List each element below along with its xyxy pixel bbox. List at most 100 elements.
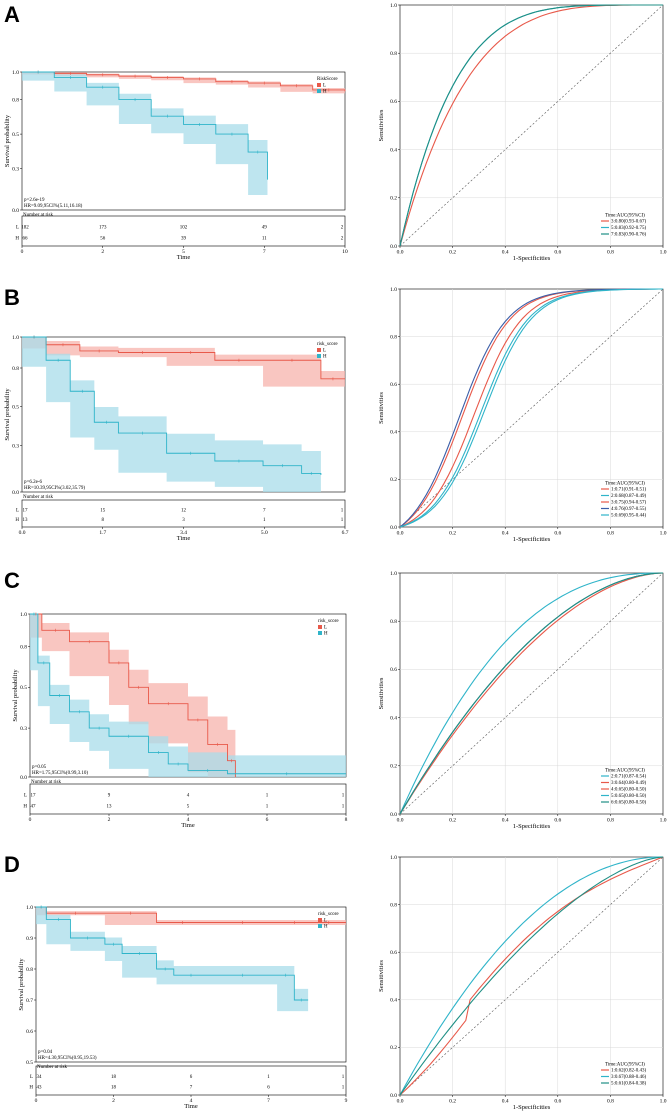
km-legend-title: risk_score [318,912,339,917]
panel-letter: B [4,285,20,310]
roc-xtick-label: 0.0 [397,818,404,824]
km-xtick-label: 2 [101,249,104,255]
roc-curve-2 [399,572,664,815]
risk-count-high: 1 [342,1086,345,1091]
roc-ytick-label: 0.6 [390,382,397,388]
panel-a: A 0.0 0.3 0.5 0.8 1.0 Survival probability Risk… [4,2,667,262]
risk-table: Number at risk LH 17 15 12 7 1 13 8 3 1 1 0.0 1.7 3.4 5… [15,495,348,542]
roc-xtick-label: 1.0 [660,531,667,537]
roc-ytick-label: 0.0 [390,525,397,531]
km-ytick-label: 0.8 [26,967,33,973]
roc-ytick-label: 1.0 [390,3,397,9]
km-frame [21,71,346,211]
risk-count-high: 1 [342,804,345,809]
risk-row-label-low: L [24,793,27,798]
roc-xtick-label: 0.2 [449,1099,456,1105]
panel-d: D 0.5 0.6 0.7 0.8 0.9 1.0 Survival probability r… [4,852,667,1111]
km-ci-band-high [22,72,268,196]
risk-table-frame [29,783,347,815]
risk-count-high: 18 [111,1086,117,1091]
roc-ytick-label: 0.4 [390,998,397,1004]
roc-legend-label: 1:0.62(0.82-0.43) [611,1069,646,1074]
roc-xtick-label: 0.8 [607,531,614,537]
km-xtick-label: 0 [29,817,32,823]
roc-xlabel: 1-Specificities [513,1104,551,1111]
risk-count-high: 1 [341,518,344,523]
km-legend-title: RiskScore [317,77,338,82]
roc-legend-title: Time:AUC(95%CI) [605,1063,645,1068]
risk-count-high: 43 [37,1086,43,1091]
km-legend-label: H [324,925,328,930]
km-legend-swatch-l [318,918,322,922]
roc-curve-5 [399,288,663,528]
roc-legend-label: 4:0.76(0.97-0.55) [611,507,646,512]
km-legend-swatch-h [317,89,321,93]
roc-diagonal [399,4,664,247]
km-line-low [30,613,236,777]
roc-xtick-label: 0.4 [502,1099,509,1105]
risk-count-low: 6 [190,1075,193,1080]
km-legend-swatch-h [318,924,322,928]
roc-ylabel: Sensitivities [378,392,385,424]
roc-xtick-label: 0.0 [397,531,404,537]
km-legend-label: L [324,919,327,924]
risk-table: Number at risk L H 34 18 6 1 1 43 18 7 6 1 0 2 4 7 9 Time [29,1065,347,1110]
roc-curve-3 [399,4,663,247]
km-xtick-label: 5 [182,249,185,255]
km-xtick-label: 9 [345,1098,348,1104]
risk-count-low: 1 [266,793,269,798]
km-legend-swatch-h [318,631,322,635]
km-xlabel: Time [177,535,191,542]
roc-xlabel: 1-Specificities [513,255,551,262]
km-xtick-label: 7 [263,249,266,255]
km-pvalue: p=0.04 [38,1050,53,1055]
km-hazard-ratio: HR=1.75,95CI%(0.99,3.10) [32,771,88,776]
roc-xtick-label: 0.8 [607,818,614,824]
km-legend-title: risk_score [317,342,338,347]
km-ytick-label: 0.8 [12,366,19,372]
km-legend-swatch-l [318,625,322,629]
panel-letter: A [4,2,20,27]
km-ylabel: Survival probability [4,388,11,441]
km-pvalue: p=6.2e-6 [24,480,42,485]
risk-row-label-low: L [16,225,19,230]
km-legend-label: H [323,90,327,95]
km-ci-band-low [22,337,345,387]
km-plot: 0.0 0.3 0.5 0.8 1.0 Survival probability risk_… [4,335,349,542]
roc-xtick-label: 0.6 [554,1099,561,1105]
km-ylabel: Survival probability [4,114,11,167]
roc-ylabel: Sensitivities [378,677,385,709]
roc-ytick-label: 1.0 [390,855,397,861]
roc-ylabel: Sensitivities [378,960,385,992]
km-ytick-label: 0.0 [20,775,27,781]
km-legend-label: H [323,355,327,360]
roc-xtick-label: 0.8 [607,1099,614,1105]
risk-count-low: 1 [342,793,345,798]
risk-count-high: 3 [182,518,185,523]
km-ytick-label: 0.7 [26,998,33,1004]
roc-legend-label: 4:0.65(0.80-0.50) [611,788,646,793]
km-legend-swatch-l [317,348,321,352]
roc-legend-label: 5:0.61(0.84-0.38) [611,1082,646,1087]
panel-letter: D [4,852,20,877]
km-line-high [22,71,268,180]
roc-ytick-label: 0.4 [390,715,397,721]
km-pvalue: p=2.6e-19 [24,198,45,203]
km-ytick-label: 1.0 [12,335,19,341]
roc-ytick-label: 0.8 [390,334,397,340]
km-ytick-label: 0.5 [26,1060,33,1066]
risk-count-low: 1 [267,1075,270,1080]
roc-ytick-label: 0.0 [390,244,397,250]
risk-count-high: 13 [23,518,29,523]
km-line-low [22,71,346,92]
risk-count-low: 7 [263,508,266,513]
roc-diagonal [399,856,664,1096]
roc-ytick-label: 1.0 [390,571,397,577]
roc-ytick-label: 0.6 [390,950,397,956]
km-ci-band-low [30,614,236,777]
km-frame [21,336,346,493]
km-ytick-label: 0.9 [26,936,33,942]
roc-curve-3 [399,856,664,1096]
roc-ylabel: Sensitivities [378,109,385,141]
risk-table: Number at risk L H 182 173 102 49 2 66 56 39 11 2 0 2 5… [15,213,348,261]
